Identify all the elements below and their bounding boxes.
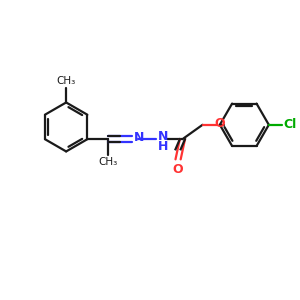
Text: O: O [173,163,183,176]
Text: Cl: Cl [283,118,296,131]
Text: H: H [158,140,168,153]
Text: O: O [214,117,225,130]
Text: CH₃: CH₃ [98,157,117,167]
Text: N: N [134,131,145,144]
Text: N: N [158,130,168,143]
Text: CH₃: CH₃ [56,76,76,86]
